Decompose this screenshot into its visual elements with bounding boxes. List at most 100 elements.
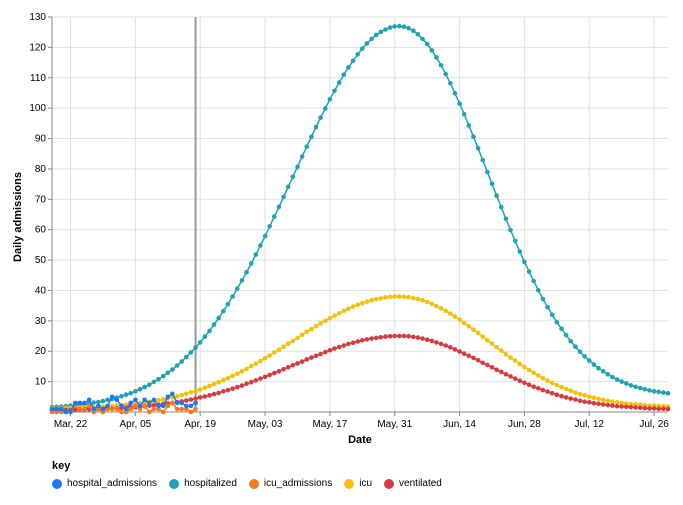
data-point — [123, 392, 129, 398]
data-point — [346, 65, 351, 70]
data-point — [350, 340, 356, 346]
data-point — [332, 346, 337, 351]
legend: key hospital_admissions hospitalized icu_a… — [52, 460, 442, 489]
data-point — [448, 80, 453, 86]
data-point — [188, 409, 194, 415]
data-point — [207, 328, 212, 334]
data-point — [202, 385, 208, 391]
legend-label: hospital_admissions — [67, 478, 158, 489]
legend-item-hospital-admissions[interactable]: hospital_admissions — [52, 478, 157, 489]
data-point — [628, 383, 634, 388]
data-point — [364, 41, 370, 46]
data-point — [100, 398, 106, 404]
data-point — [225, 376, 231, 381]
data-point — [596, 401, 601, 407]
data-point — [600, 402, 606, 407]
data-point — [642, 386, 648, 392]
data-point — [221, 389, 226, 394]
data-point — [605, 398, 611, 404]
data-point — [443, 343, 449, 348]
data-point — [610, 374, 615, 380]
data-point — [438, 306, 444, 311]
series-group — [49, 23, 671, 415]
data-point — [522, 380, 527, 386]
data-point — [295, 164, 300, 170]
data-point — [123, 406, 129, 412]
data-point — [128, 390, 133, 396]
series-icu — [49, 294, 671, 411]
data-point — [661, 406, 666, 412]
data-point — [517, 361, 523, 367]
data-point — [628, 404, 634, 410]
y-tick-label: 130 — [29, 12, 46, 23]
data-point — [563, 395, 569, 400]
data-point — [485, 362, 490, 368]
data-point — [327, 348, 333, 353]
data-point — [336, 80, 342, 85]
data-point — [193, 388, 198, 394]
data-point — [63, 409, 69, 415]
data-point — [364, 299, 370, 305]
legend-item-icu-admissions[interactable]: icu_admissions — [248, 478, 332, 489]
data-point — [661, 390, 666, 395]
data-point — [174, 400, 180, 406]
data-point — [272, 214, 277, 219]
data-point — [341, 343, 347, 348]
legend-item-hospitalized[interactable]: hospitalized — [169, 478, 237, 489]
x-tick-label: Jul, 26 — [639, 419, 669, 430]
data-point — [235, 286, 240, 291]
data-point — [133, 403, 138, 409]
legend-swatch — [344, 478, 355, 489]
data-point — [517, 378, 523, 384]
data-point — [401, 294, 407, 300]
data-point — [373, 297, 379, 302]
data-point — [91, 400, 96, 405]
data-point — [545, 304, 550, 310]
data-point — [614, 377, 620, 382]
data-point — [480, 334, 486, 339]
data-point — [568, 338, 573, 344]
data-point — [499, 369, 504, 375]
data-point — [174, 406, 180, 412]
data-point — [235, 384, 240, 390]
data-point — [461, 111, 467, 117]
data-point — [142, 403, 147, 409]
data-point — [336, 344, 342, 350]
data-point — [647, 388, 652, 393]
data-point — [72, 407, 78, 413]
data-point — [295, 361, 300, 366]
data-point — [360, 338, 365, 343]
data-point — [202, 394, 208, 399]
data-point — [276, 204, 282, 210]
data-point — [489, 341, 495, 346]
y-tick-label: 40 — [35, 285, 47, 296]
data-point — [457, 101, 462, 106]
legend-item-icu[interactable]: icu — [344, 478, 372, 489]
data-point — [582, 393, 587, 398]
x-axis-title: Date — [348, 434, 372, 446]
data-point — [526, 382, 532, 388]
data-point — [494, 367, 499, 373]
data-point — [587, 394, 592, 399]
data-point — [244, 366, 249, 372]
data-point — [327, 315, 333, 321]
data-point — [179, 406, 184, 412]
data-point — [424, 337, 430, 343]
data-point — [248, 379, 254, 385]
data-point — [438, 63, 444, 68]
data-point — [665, 390, 671, 396]
data-point — [105, 403, 110, 409]
data-point — [424, 299, 430, 305]
data-point — [323, 318, 328, 324]
data-point — [170, 367, 175, 372]
legend-item-ventilated[interactable]: ventilated — [384, 478, 442, 489]
data-point — [665, 406, 671, 412]
data-point — [452, 314, 458, 319]
data-point — [253, 361, 259, 367]
data-point — [323, 349, 328, 355]
data-point — [304, 144, 310, 149]
data-point — [656, 389, 661, 395]
data-point — [253, 378, 259, 383]
data-point — [91, 406, 96, 412]
data-point — [522, 259, 527, 265]
